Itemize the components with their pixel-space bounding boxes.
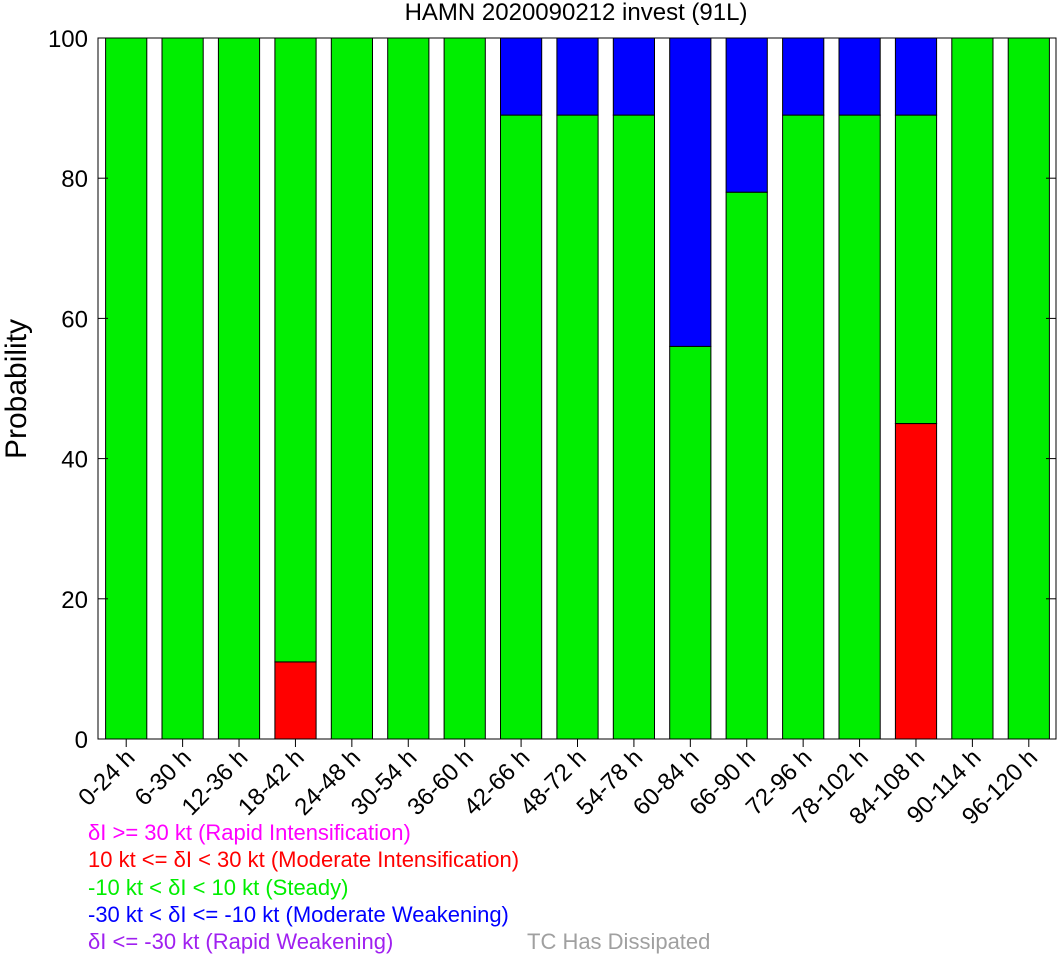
y-tick-label-0: 0 (75, 727, 88, 754)
bar-42-66h-steady (500, 114, 543, 740)
bar-72-96h-steady (782, 114, 825, 740)
bar-6-30h-steady (161, 37, 204, 740)
legend-rapid-intensification: δI >= 30 kt (Rapid Intensification) (88, 820, 411, 845)
legend-steady: -10 kt < δI < 10 kt (Steady) (88, 875, 349, 900)
bar-72-96h-moderate-weakening (782, 37, 825, 116)
y-ticks-group: 0 20 40 60 80 100 (48, 26, 1056, 754)
chart-title: HAMN 2020090212 invest (91L) (405, 0, 748, 26)
bar-42-66h-moderate-weakening (500, 37, 543, 116)
bar-18-42h-steady (274, 37, 317, 663)
bar-54-78h-moderate-weakening (612, 37, 655, 116)
bar-90-114h-steady (951, 37, 994, 740)
bars-group (105, 37, 1050, 740)
bar-84-108h-moderate-intensification (894, 423, 938, 740)
bar-96-120h-steady (1007, 37, 1050, 740)
dissipated-label: TC Has Dissipated (527, 929, 711, 954)
bar-12-36h-steady (217, 37, 261, 740)
bar-54-78h-steady (612, 114, 655, 740)
bar-24-48h-steady (330, 37, 373, 740)
legend-rapid-weakening: δI <= -30 kt (Rapid Weakening) (88, 929, 394, 954)
bar-36-60h-steady (443, 37, 486, 740)
y-tick-label-40: 40 (61, 447, 88, 474)
bar-60-84h-steady (669, 345, 712, 740)
bar-78-102h-steady (838, 114, 881, 740)
bar-66-90h-steady (725, 191, 768, 740)
y-tick-label-60: 60 (61, 306, 88, 333)
y-tick-label-80: 80 (61, 166, 88, 193)
bar-78-102h-moderate-weakening (838, 37, 881, 116)
y-tick-label-100: 100 (48, 26, 88, 53)
bar-30-54h-steady (387, 37, 430, 740)
bar-84-108h-moderate-weakening (894, 37, 938, 116)
bar-48-72h-steady (556, 114, 599, 740)
bar-48-72h-moderate-weakening (556, 37, 599, 116)
bar-0-24h-steady (105, 37, 148, 740)
legend-moderate-intensification: 10 kt <= δI < 30 kt (Moderate Intensific… (88, 847, 520, 872)
bar-60-84h-moderate-weakening (669, 37, 712, 347)
legend-moderate-weakening: -30 kt < δI <= -10 kt (Moderate Weakenin… (88, 902, 509, 927)
x-tick-label-0-24h: 0-24 h (73, 744, 140, 811)
y-tick-label-20: 20 (61, 587, 88, 614)
bar-18-42h-moderate-intensification (274, 661, 317, 740)
x-ticks-group: 0-24 h6-30 h12-36 h18-42 h24-48 h30-54 h… (73, 739, 1043, 830)
bar-84-108h-steady (894, 114, 938, 424)
plot-frame (97, 37, 1057, 740)
y-axis-label: Probability (0, 319, 33, 459)
bar-66-90h-moderate-weakening (725, 37, 768, 193)
